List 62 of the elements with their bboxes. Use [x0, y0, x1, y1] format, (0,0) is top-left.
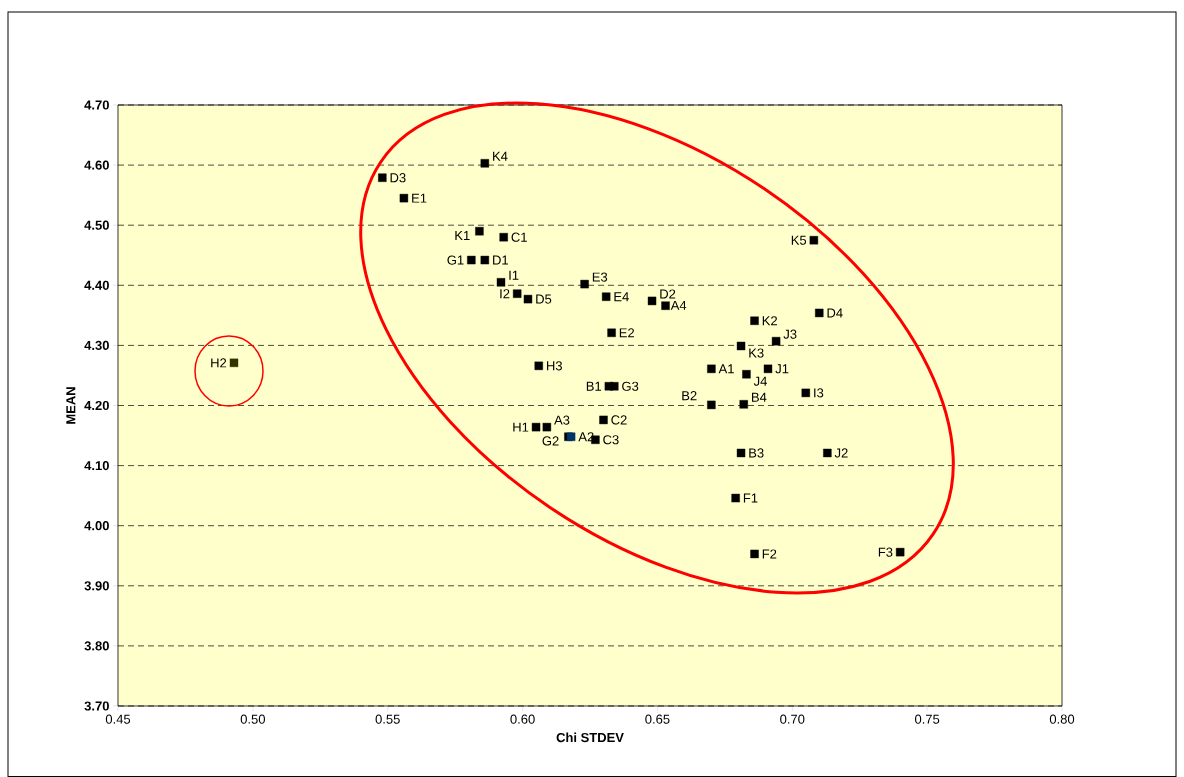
data-label: I1	[509, 270, 519, 280]
y-tick-label: 3.90	[84, 581, 109, 591]
data-label: B3	[749, 448, 764, 458]
data-label: K3	[749, 348, 764, 358]
y-tick-label: 4.00	[84, 521, 109, 531]
data-label: G1	[447, 255, 464, 265]
y-tick-label: 3.70	[84, 701, 109, 711]
x-tick-label: 0.55	[375, 714, 400, 724]
data-label: E2	[619, 328, 635, 338]
y-tick-label: 4.10	[84, 460, 109, 471]
data-label: G3	[622, 381, 639, 391]
data-label: I2	[500, 289, 510, 299]
data-label: K5	[791, 235, 807, 245]
x-tick-label: 0.75	[915, 714, 940, 724]
x-tick-label: 0.80	[1049, 714, 1075, 724]
y-tick-label: 3.80	[84, 641, 109, 651]
data-label: J3	[783, 329, 797, 339]
data-label: C3	[603, 435, 619, 445]
data-label: J4	[753, 376, 767, 386]
data-label: J1	[775, 364, 789, 374]
data-label: K2	[762, 316, 777, 326]
data-label: D1	[493, 255, 508, 265]
data-label: F2	[762, 549, 777, 559]
data-label: K1	[455, 231, 470, 241]
y-tick-label: 4.60	[84, 160, 109, 170]
y-tick-label: 4.20	[84, 400, 109, 411]
data-label: D3	[390, 173, 406, 183]
data-label: D5	[536, 294, 552, 304]
data-label: K4	[493, 151, 508, 161]
y-tick-label: 4.50	[84, 220, 109, 230]
data-label: H1	[513, 422, 529, 432]
y-tick-label: 4.30	[84, 340, 109, 350]
data-label: F3	[878, 547, 893, 557]
data-label: B4	[752, 392, 767, 402]
x-tick-label: 0.50	[240, 714, 266, 724]
data-label: A1	[718, 364, 734, 374]
y-axis-title: MEAN	[66, 387, 76, 424]
data-label: F1	[743, 493, 758, 503]
data-label: A3	[554, 415, 570, 425]
x-tick-label: 0.65	[645, 714, 670, 724]
data-label: I3	[814, 388, 824, 398]
y-tick-label: 4.40	[84, 280, 109, 290]
x-tick-label: 0.70	[780, 714, 805, 724]
data-label: C2	[611, 415, 627, 425]
data-label: D2	[660, 289, 676, 299]
data-label: B2	[682, 391, 697, 401]
data-label: B1	[586, 381, 602, 391]
data-label: G2	[542, 436, 559, 446]
x-axis-title: Chi STDEV	[556, 732, 624, 743]
x-tick-label: 0.60	[510, 714, 535, 724]
data-label: E4	[614, 292, 629, 302]
x-tick-label: 0.45	[105, 714, 131, 724]
data-label: D4	[827, 308, 843, 318]
data-label: J2	[834, 448, 848, 458]
data-label: A2	[578, 432, 594, 442]
y-tick-label: 4.70	[84, 100, 109, 110]
data-label: C1	[511, 232, 527, 242]
data-label: E3	[592, 272, 608, 282]
data-label: E1	[412, 193, 427, 203]
data-label: A4	[670, 300, 687, 310]
data-label: H3	[547, 361, 563, 371]
data-label: H2	[211, 358, 227, 368]
